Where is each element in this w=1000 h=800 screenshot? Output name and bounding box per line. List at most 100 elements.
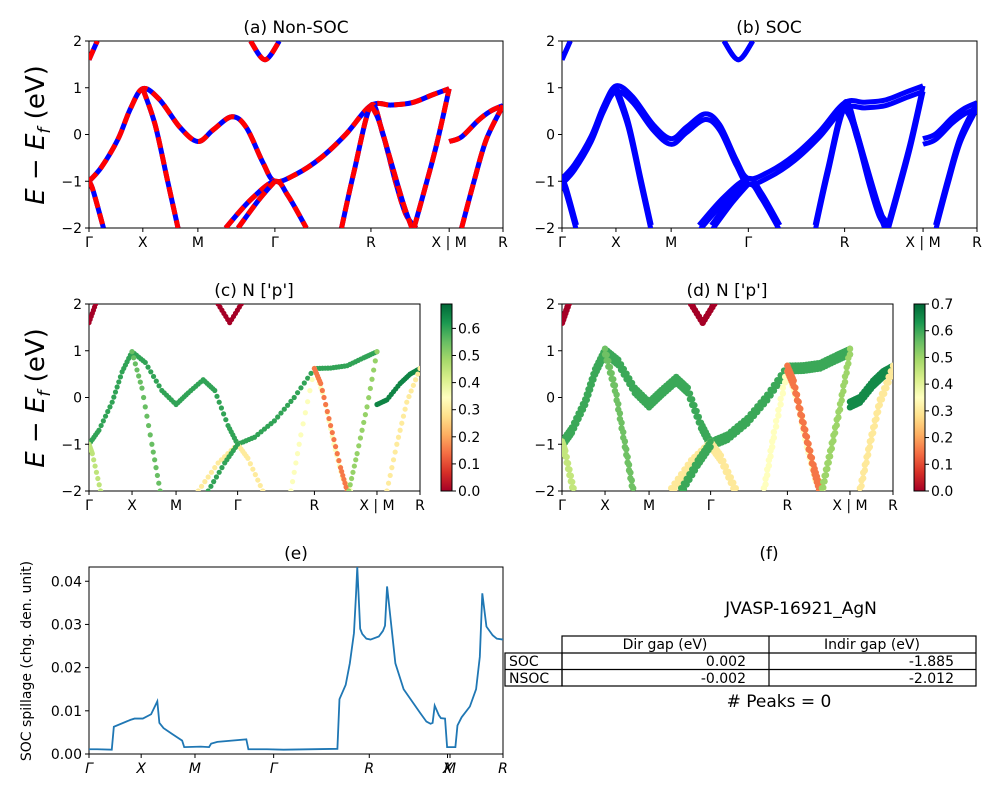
xtick-label-e: M xyxy=(189,761,201,777)
band-line-soc xyxy=(613,85,654,226)
band-point xyxy=(830,432,837,439)
band-point xyxy=(775,412,782,419)
band-point xyxy=(341,476,347,482)
band-point xyxy=(572,490,576,491)
xtick-label-a: R xyxy=(498,235,508,251)
band-point xyxy=(681,466,688,473)
band-point xyxy=(326,415,332,422)
ytick-label-c: 1 xyxy=(73,344,82,360)
ytick-label-e: 0.04 xyxy=(51,574,82,590)
xtick-label-c: X xyxy=(127,498,137,514)
colorbar-tick-label: 0.7 xyxy=(931,297,953,313)
ytick-label-b: 2 xyxy=(546,34,555,50)
svg-text:E − Ef (eV): E − Ef (eV) xyxy=(21,328,55,468)
ytick-label-b: 1 xyxy=(546,81,555,97)
band-point xyxy=(601,345,609,353)
ytick-label-d: 0 xyxy=(546,391,555,407)
band-point xyxy=(800,419,807,426)
xtick-label-b: X | M xyxy=(905,235,940,251)
band-point xyxy=(765,456,773,464)
band-point xyxy=(567,472,575,479)
band-point xyxy=(674,475,682,483)
band-point xyxy=(727,474,735,481)
band-point xyxy=(686,470,693,478)
band-point xyxy=(332,443,339,450)
band-point xyxy=(826,447,834,454)
band-point xyxy=(367,385,373,392)
band-point xyxy=(288,488,294,491)
band-point xyxy=(374,349,380,355)
band-point xyxy=(346,488,352,491)
band-point xyxy=(255,477,261,483)
band-point xyxy=(354,451,360,457)
band-point xyxy=(298,432,304,438)
band-point xyxy=(348,475,355,482)
band-line-nsoc xyxy=(248,41,282,63)
band-point xyxy=(564,460,572,467)
band-point xyxy=(628,379,636,387)
band-point xyxy=(321,394,327,401)
band-line-nsoc xyxy=(89,180,106,228)
band-point xyxy=(792,384,799,391)
band-point xyxy=(856,484,864,491)
ytick-label-d: −1 xyxy=(534,437,555,453)
band-point xyxy=(628,477,635,484)
band-line-nsoc xyxy=(448,103,503,144)
band-point xyxy=(195,488,201,491)
band-point xyxy=(221,411,227,417)
colorbar-tick-label: 0.2 xyxy=(931,431,953,447)
ytick-label-e: 0.03 xyxy=(51,617,82,633)
band-line-nsoc xyxy=(236,179,277,228)
band-point xyxy=(707,438,714,445)
band-point xyxy=(775,406,782,414)
band-point xyxy=(96,482,102,488)
band-line-nsoc xyxy=(140,87,181,228)
band-point xyxy=(777,401,784,408)
band-point xyxy=(615,400,622,408)
band-point xyxy=(617,361,625,368)
band-point xyxy=(873,410,880,417)
band-point xyxy=(152,457,158,463)
band-point xyxy=(250,466,256,472)
band-point xyxy=(117,374,124,380)
band-point xyxy=(141,394,147,401)
colorbar-c xyxy=(440,303,453,492)
band-point xyxy=(156,383,162,389)
cell-nsoc-dir: -0.002 xyxy=(701,671,746,687)
band-point xyxy=(691,402,698,409)
band-point xyxy=(156,480,162,486)
band-point xyxy=(863,453,870,461)
band-line-soc xyxy=(922,106,977,147)
band-point xyxy=(671,480,678,487)
row-label-soc: SOC xyxy=(509,654,539,670)
band-point xyxy=(618,419,625,426)
band-point xyxy=(387,472,393,479)
bands-a xyxy=(89,41,503,228)
band-point xyxy=(111,394,117,400)
band-point xyxy=(285,402,291,408)
band-point xyxy=(603,351,610,359)
xtick-label-a: R xyxy=(366,235,376,251)
band-point xyxy=(608,369,615,377)
xtick-label-b: R xyxy=(972,235,982,251)
band-point xyxy=(406,393,412,400)
xtick-label-b: X xyxy=(611,235,621,251)
panel-e-title: (e) xyxy=(284,544,308,564)
band-point xyxy=(412,377,419,383)
band-point xyxy=(828,439,835,447)
colorbar-tick-label: 0.2 xyxy=(458,430,480,446)
xtick-label-e: X xyxy=(442,761,453,777)
xtick-label-d: M xyxy=(643,498,655,514)
band-point xyxy=(408,388,414,394)
band-point xyxy=(843,364,850,371)
xtick-label-e: Γ xyxy=(85,761,94,777)
band-point xyxy=(219,465,225,471)
band-point xyxy=(202,479,208,485)
band-point xyxy=(866,438,874,445)
band-point xyxy=(218,405,224,411)
band-point xyxy=(357,435,364,441)
band-point xyxy=(153,378,159,384)
projected-bands-c xyxy=(89,304,420,491)
